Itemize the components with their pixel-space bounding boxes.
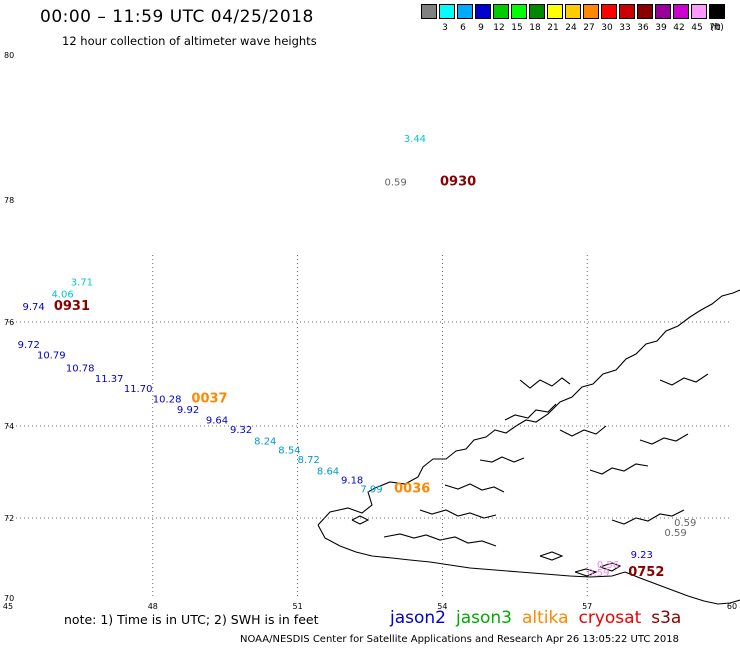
wave-height-label: 9.74 [22,302,44,313]
scale-swatch [511,4,527,19]
pass-time-label: 0930 [440,175,476,190]
pass-time-label: 0931 [54,299,90,314]
scale-swatch [691,4,707,19]
lon-tick-label: 45 [3,602,13,611]
legend-item-jason3: jason3 [456,608,512,628]
wave-height-label: 0.56 [597,560,619,571]
wave-height-label: 9.92 [177,405,199,416]
map-title: 00:00 – 11:59 UTC 04/25/2018 [40,7,314,27]
scale-tick-label: 36 [637,23,649,33]
scale-swatch [601,4,617,19]
scale-tick-label: 27 [583,23,595,33]
scale-tick-label: 18 [529,23,541,33]
scale-swatch [547,4,563,19]
scale-swatch [655,4,671,19]
pass-time-label: 0752 [628,565,664,580]
wave-height-label: 0.59 [674,518,696,529]
pass-time-label: 0037 [191,392,227,407]
scale-swatch [421,4,437,19]
wave-height-label: 10.79 [37,350,66,361]
scale-tick-label: 24 [565,23,577,33]
wave-height-label: 9.32 [230,425,252,436]
scale-tick-label: 45 [691,23,703,33]
scale-tick-label: 6 [460,23,466,33]
scale-tick-label: 21 [547,23,559,33]
scale-swatch [709,4,725,19]
wave-height-label: 0.59 [587,568,609,579]
scale-tick-label: 39 [655,23,667,33]
lon-tick-label: 57 [582,602,592,611]
scale-swatch [439,4,455,19]
lon-tick-label: 60 [727,602,737,611]
wave-height-label: 9.23 [631,550,653,561]
wave-height-label: 3.71 [71,277,93,288]
wave-height-label: 10.78 [66,363,95,374]
wave-height-label: 8.24 [254,436,276,447]
scale-swatch [583,4,599,19]
credit-footer: NOAA/NESDIS Center for Satellite Applica… [240,634,679,645]
satellite-legend: jason2 jason3 altika cryosat s3a [390,608,691,628]
wave-height-label: 7.99 [360,485,382,496]
wave-height-label: 11.37 [95,374,124,385]
wave-height-label: 9.72 [18,340,40,351]
lon-tick-label: 48 [148,602,158,611]
lon-tick-label: 51 [293,602,303,611]
wave-height-label: 9.64 [206,415,228,426]
map-subtitle: 12 hour collection of altimeter wave hei… [62,34,317,48]
lat-tick-label: 72 [4,514,14,523]
scale-swatch [637,4,653,19]
wave-height-label: 11.70 [124,384,153,395]
scale-tick-label: 42 [673,23,685,33]
scale-swatch [619,4,635,19]
lat-tick-label: 78 [4,196,14,205]
wave-height-label: 8.54 [278,446,300,457]
scale-swatch [457,4,473,19]
pass-time-label: 0036 [394,482,430,497]
legend-item-cryosat: cryosat [578,608,642,628]
lat-tick-label: 74 [4,422,14,431]
scale-tick-label: 3 [442,23,448,33]
wave-height-label: 3.44 [404,134,426,145]
scale-swatch [565,4,581,19]
legend-item-jason2: jason2 [390,608,446,628]
wave-height-label: 9.18 [341,476,363,487]
scale-tick-label: 15 [511,23,523,33]
scale-tick-label: 33 [619,23,631,33]
scale-tick-label: 12 [493,23,505,33]
scale-swatch [529,4,545,19]
lat-tick-label: 70 [4,594,14,603]
scale-tick-label: 70 [709,23,721,33]
scale-tick-label: 30 [601,23,613,33]
wave-height-label: 0.59 [384,178,406,189]
pass-time-labels: 0930 0931 0037 0036 0752 [54,175,665,581]
wave-height-observations: 3.440.593.714.069.749.7210.7910.7811.371… [18,134,697,579]
legend-item-altika: altika [522,608,569,628]
scale-tick-label: 9 [478,23,484,33]
legend-item-s3a: s3a [651,608,682,628]
lat-tick-label: 80 [4,51,14,60]
scale-unit-label: (ft) [710,23,724,33]
wave-height-label: 8.64 [317,466,339,477]
map-note: note: 1) Time is in UTC; 2) SWH is in fe… [64,612,319,627]
scale-swatch [493,4,509,19]
wave-height-label: 8.72 [298,455,320,466]
wave-height-label: 4.06 [51,290,73,301]
wave-height-label: 10.28 [153,395,182,406]
lon-tick-label: 54 [437,602,447,611]
lat-tick-label: 76 [4,318,14,327]
wave-height-label: 0.59 [664,528,686,539]
coastline [317,289,740,605]
scale-swatch [673,4,689,19]
scale-swatch [475,4,491,19]
